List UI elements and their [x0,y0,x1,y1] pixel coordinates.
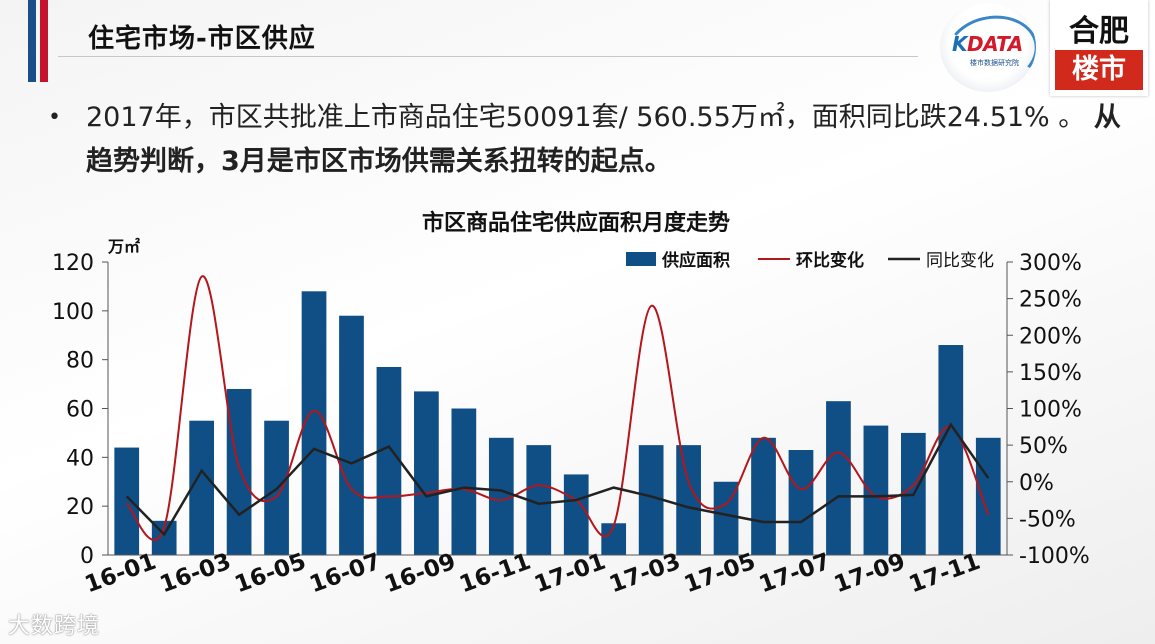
y-tick-label: 120 [52,251,94,276]
x-tick-label: 16-09 [381,549,459,599]
x-tick-label: 16-05 [231,549,309,599]
supply-bar [451,408,477,555]
y2-tick-label: 100% [1019,398,1082,423]
legend-label-supply: 供应面积 [661,250,730,271]
y2-tick-label: 50% [1019,434,1068,459]
y2-tick-label: 0% [1019,471,1054,496]
mom-change-line [125,275,990,541]
hefei-logo-bottom: 楼市 [1055,50,1143,90]
x-tick-label: 17-03 [606,549,684,599]
legend-swatch-supply [626,252,656,266]
supply-bar [938,345,964,555]
supply-bar [563,474,589,555]
kdata-subtitle: 楼市数据研究院 [970,59,1019,67]
y-tick-label: 100 [52,300,94,325]
kdata-wordmark: KDATA [952,32,1023,56]
brand-bar-red [40,0,48,82]
y-axis-ticks: 0 20 40 60 80 100 120 [52,251,108,569]
supply-bar [339,315,364,555]
header-divider [58,56,918,57]
brand-bar-blue [28,0,36,82]
supply-bar [488,437,514,555]
supply-bar [601,523,627,555]
summary-bold: 从趋势判断，3月是市区市场供需关系扭转的起点。 [86,102,1121,177]
bar-series [114,291,1001,555]
y2-tick-label: -100% [1019,544,1090,569]
chart-legend: 供应面积 环比变化 同比变化 [626,250,994,271]
y2-tick-label: 200% [1019,324,1082,349]
x-tick-label: 17-01 [531,549,609,599]
hefei-logo-top: 合肥 [1069,14,1129,49]
supply-bar [114,447,140,555]
supply-bar [414,391,439,555]
supply-bar [826,401,851,555]
supply-bar [863,425,889,555]
chart-title: 市区商品住宅供应面积月度走势 [422,210,730,236]
supply-bar [189,420,215,555]
x-tick-label: 16-03 [156,549,234,599]
x-tick-label: 16-07 [306,549,384,599]
yoy-change-line [125,422,990,537]
legend-label-yoy: 同比变化 [926,251,994,271]
y-axis-label: 万㎡ [107,237,140,256]
summary-normal: 2017年，市区共批准上市商品住宅50091套/ 560.55万㎡，面积同比跌2… [86,102,1086,133]
y-tick-label: 0 [80,544,94,569]
x-tick-label: 17-09 [831,549,909,599]
y2-tick-label: 300% [1019,251,1082,276]
supply-bar [376,366,402,555]
kdata-k: K [952,32,968,56]
hefei-loushi-logo: 合肥 楼市 [1050,0,1148,96]
y2-axis-ticks: -100% -50% 0% 50% 100% 150% 200% 250% 300% [1007,251,1090,569]
brand-bars [28,0,58,82]
y2-tick-label: 250% [1019,288,1082,313]
x-tick-label: 17-11 [906,549,984,599]
y2-tick-label: 150% [1019,361,1082,386]
y-tick-label: 40 [66,446,94,471]
y2-tick-label: -50% [1019,507,1076,532]
bullet-dot-icon: • [48,105,61,130]
supply-bar [751,437,776,555]
supply-bar [788,450,814,555]
watermark: 大数跨境 [8,614,101,639]
x-axis-ticks: 16-0116-0316-0516-0716-0916-1117-0117-03… [82,549,984,599]
y-tick-label: 20 [66,495,94,520]
legend-label-mom: 环比变化 [796,250,864,271]
x-tick-label: 17-05 [681,549,759,599]
x-tick-label: 17-07 [756,549,834,599]
y-tick-label: 60 [66,398,94,423]
supply-bar [226,388,252,555]
line-series [125,275,990,541]
kdata-logo: KDATA 楼市数据研究院 [940,2,1036,92]
page-title: 住宅市场-市区供应 [88,24,316,54]
summary-text: 2017年，市区共批准上市商品住宅50091套/ 560.55万㎡，面积同比跌2… [86,96,1126,184]
axes [107,262,1008,556]
x-tick-label: 16-11 [456,549,534,599]
supply-bar [975,437,1001,555]
y-tick-label: 80 [66,349,94,374]
kdata-word: DATA [967,32,1023,56]
